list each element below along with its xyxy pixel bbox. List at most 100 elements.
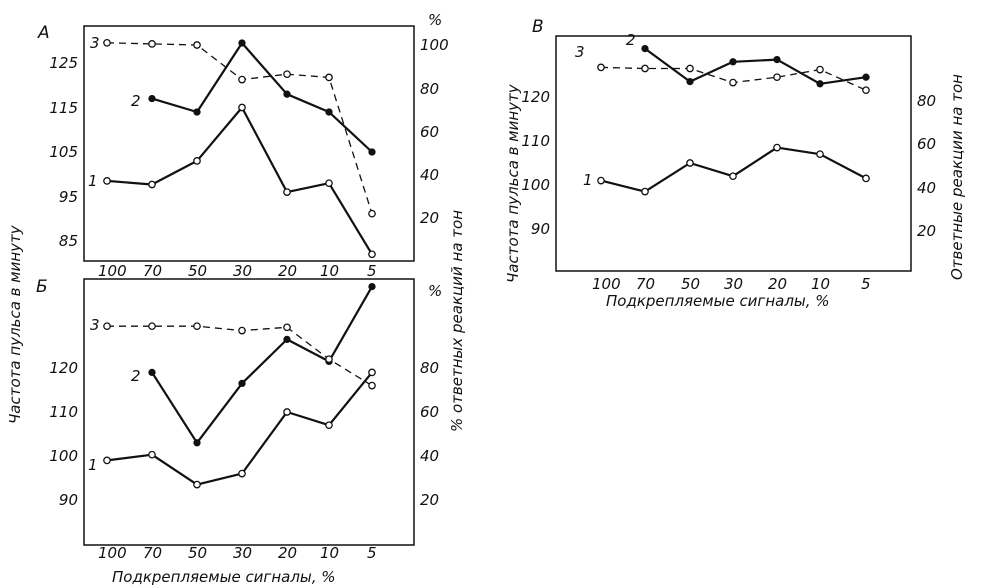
x-tick-label: 5 xyxy=(861,275,871,293)
left-tick-label: 105 xyxy=(49,143,78,161)
left-tick-label: 95 xyxy=(59,188,78,206)
panel-a-label-2: 2 xyxy=(131,92,141,110)
panel-a-frame xyxy=(83,25,415,262)
x-tick-label: 50 xyxy=(681,275,700,293)
series-2-point xyxy=(193,439,201,447)
right-axis-title: % ответных реакций на тон xyxy=(448,210,466,432)
x-tick-label: 20 xyxy=(278,544,297,562)
right-tick-label: 80 xyxy=(420,80,439,98)
left-tick-label: 90 xyxy=(59,491,78,509)
series-1-point xyxy=(325,179,333,188)
series-2-point xyxy=(283,90,291,98)
left-tick-label: 100 xyxy=(49,447,78,465)
series-3-point xyxy=(283,70,291,79)
panel-b-label-1: 1 xyxy=(88,456,98,474)
series-1-point xyxy=(368,250,376,259)
panel-a: А % 125 115 105 95 85 100 80 60 40 20 3 2 1 xyxy=(37,11,449,262)
series-3-point xyxy=(325,73,333,82)
right-tick-label: 60 xyxy=(917,135,936,153)
panel-b-label-2: 2 xyxy=(131,367,141,385)
panel-b: Б % 120 110 100 90 80 60 40 20 3 2 1 xyxy=(36,277,442,546)
series-3-point xyxy=(368,209,376,218)
panel-v-x-axis-title: Подкрепляемые сигналы, % xyxy=(606,292,830,310)
series-1-point xyxy=(238,103,246,112)
series-2-point xyxy=(816,80,824,88)
series-2-point xyxy=(368,282,376,291)
series-2-line xyxy=(644,47,867,85)
panel-v-left-axis-title: Частота пульса в минуту xyxy=(504,83,522,283)
panel-v-label-3: 3 xyxy=(575,43,585,61)
series-3-point xyxy=(773,73,781,82)
left-tick-label: 110 xyxy=(521,132,550,150)
series-3-point xyxy=(729,78,737,87)
panel-a-x-ticks: 100 70 50 30 20 10 5 xyxy=(98,262,377,280)
x-tick-label: 10 xyxy=(811,275,830,293)
x-tick-label: 100 xyxy=(592,275,621,293)
panel-v-series xyxy=(597,44,870,196)
panel-b-right-unit: % xyxy=(428,282,442,300)
panel-v-left-ticks: 120 110 100 90 xyxy=(521,88,550,238)
x-tick-label: 100 xyxy=(98,544,127,562)
series-2-line xyxy=(151,41,373,153)
x-tick-label: 50 xyxy=(188,262,207,280)
panel-a-label-3: 3 xyxy=(90,34,100,52)
series-3-point xyxy=(368,381,376,390)
panel-b-left-ticks: 120 110 100 90 xyxy=(49,359,78,509)
panel-v-x-ticks: 100 70 50 30 20 10 5 xyxy=(592,275,871,293)
series-2-point xyxy=(283,335,291,344)
series-1-point xyxy=(862,174,870,183)
series-3-point xyxy=(283,323,291,332)
series-1-point xyxy=(686,159,694,167)
series-1-line xyxy=(106,371,373,486)
x-tick-label: 5 xyxy=(367,262,377,280)
panel-v: В 120 110 100 90 80 60 40 20 3 2 1 xyxy=(521,17,936,272)
series-3-point xyxy=(193,322,201,331)
series-3-point xyxy=(862,86,870,95)
left-tick-label: 100 xyxy=(521,176,550,194)
series-3-point xyxy=(597,63,605,72)
series-3-point xyxy=(193,41,201,49)
series-2-point xyxy=(641,44,649,53)
series-2-point xyxy=(238,39,246,47)
panel-v-frame xyxy=(555,35,912,272)
series-2-line xyxy=(151,286,373,444)
panel-b-label-3: 3 xyxy=(90,316,100,334)
right-tick-label: 20 xyxy=(917,222,936,240)
x-tick-label: 30 xyxy=(724,275,743,293)
series-1-point xyxy=(193,480,201,489)
series-3-point xyxy=(238,75,246,84)
series-3-point xyxy=(148,40,156,48)
series-2-point xyxy=(773,55,781,64)
panel-b-x-ticks: 100 70 50 30 20 10 5 xyxy=(98,544,377,562)
right-tick-label: 60 xyxy=(420,123,439,141)
panel-v-right-ticks: 80 60 40 20 xyxy=(917,92,936,240)
series-3-point xyxy=(148,322,156,331)
panel-b-series xyxy=(103,282,376,489)
panel-v-label-2: 2 xyxy=(626,31,636,49)
series-1-point xyxy=(325,421,333,430)
series-2-point xyxy=(148,94,156,103)
series-2-point xyxy=(368,148,376,156)
series-1-line xyxy=(600,146,867,193)
left-tick-label: 120 xyxy=(521,88,550,106)
series-1-point xyxy=(816,150,824,159)
right-tick-label: 40 xyxy=(420,166,439,184)
series-2-point xyxy=(729,58,737,66)
panel-v-letter: В xyxy=(532,17,544,37)
x-tick-label: 10 xyxy=(320,544,339,562)
series-2-point xyxy=(686,77,694,86)
panel-a-letter: А xyxy=(37,23,50,43)
series-1-point xyxy=(148,450,156,459)
series-1-point xyxy=(103,456,111,465)
x-tick-label: 70 xyxy=(636,275,655,293)
series-2-point xyxy=(193,108,201,116)
x-tick-label: 30 xyxy=(233,544,252,562)
x-tick-label: 30 xyxy=(233,262,252,280)
panel-a-right-ticks: 100 80 60 40 20 xyxy=(420,36,449,227)
panel-a-series xyxy=(103,38,376,259)
panel-b-letter: Б xyxy=(36,277,48,297)
series-3-point xyxy=(641,64,649,73)
series-2-point xyxy=(148,368,156,377)
panel-v-label-1: 1 xyxy=(583,171,593,189)
